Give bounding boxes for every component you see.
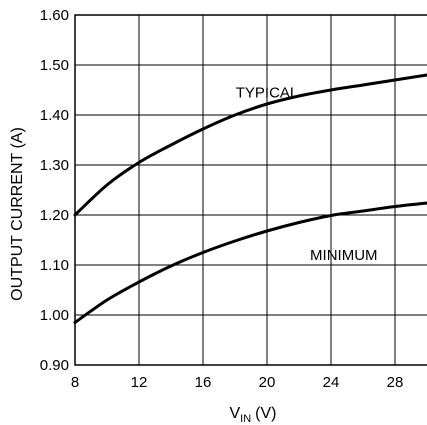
plot-border	[74, 14, 427, 366]
curve-typical	[73, 73, 427, 217]
y-tick-label: 1.40	[40, 107, 69, 124]
y-tick-labels: 0.90 1.00 1.10 1.20 1.30 1.40 1.50 1.60	[40, 7, 69, 374]
x-tick-label: 12	[131, 374, 148, 391]
x-tick-label: 16	[195, 374, 212, 391]
y-tick-label: 1.10	[40, 257, 69, 274]
y-axis-label: OUTPUT CURRENT (A)	[9, 127, 26, 301]
y-tick-label: 1.60	[40, 7, 69, 24]
x-tick-label: 20	[259, 374, 276, 391]
plot-frame	[74, 14, 427, 366]
y-tick-label: 1.20	[40, 207, 69, 224]
series-label-typical: TYPICAL	[236, 85, 299, 102]
x-tick-label: 24	[323, 374, 340, 391]
x-tick-label: 8	[71, 374, 79, 391]
curves	[73, 73, 427, 324]
y-tick-label: 0.90	[40, 357, 69, 374]
x-axis-label-unit: (V)	[255, 405, 276, 422]
series-label-minimum: MINIMUM	[310, 247, 378, 264]
y-tick-label: 1.50	[40, 57, 69, 74]
y-tick-label: 1.00	[40, 307, 69, 324]
x-axis-label-main: V	[230, 405, 241, 422]
curve-minimum	[73, 201, 427, 324]
x-tick-labels: 8 12 16 20 24 28	[71, 374, 404, 391]
y-tick-label: 1.30	[40, 157, 69, 174]
x-axis-label: VIN (V)	[230, 405, 277, 425]
grid-lines	[75, 15, 427, 365]
series-labels: TYPICAL MINIMUM	[236, 85, 378, 265]
x-tick-label: 28	[387, 374, 404, 391]
x-axis-label-sub: IN	[240, 413, 251, 425]
